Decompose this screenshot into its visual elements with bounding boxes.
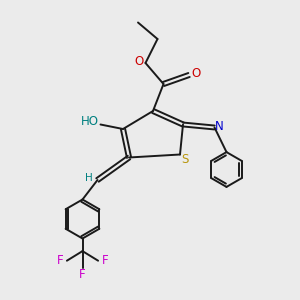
Text: HO: HO [81,115,99,128]
Text: O: O [191,67,200,80]
Text: S: S [182,153,189,167]
Text: N: N [214,119,224,133]
Text: F: F [101,254,108,267]
Text: O: O [134,55,143,68]
Text: F: F [57,254,64,267]
Text: F: F [79,268,86,281]
Text: H: H [85,172,93,183]
